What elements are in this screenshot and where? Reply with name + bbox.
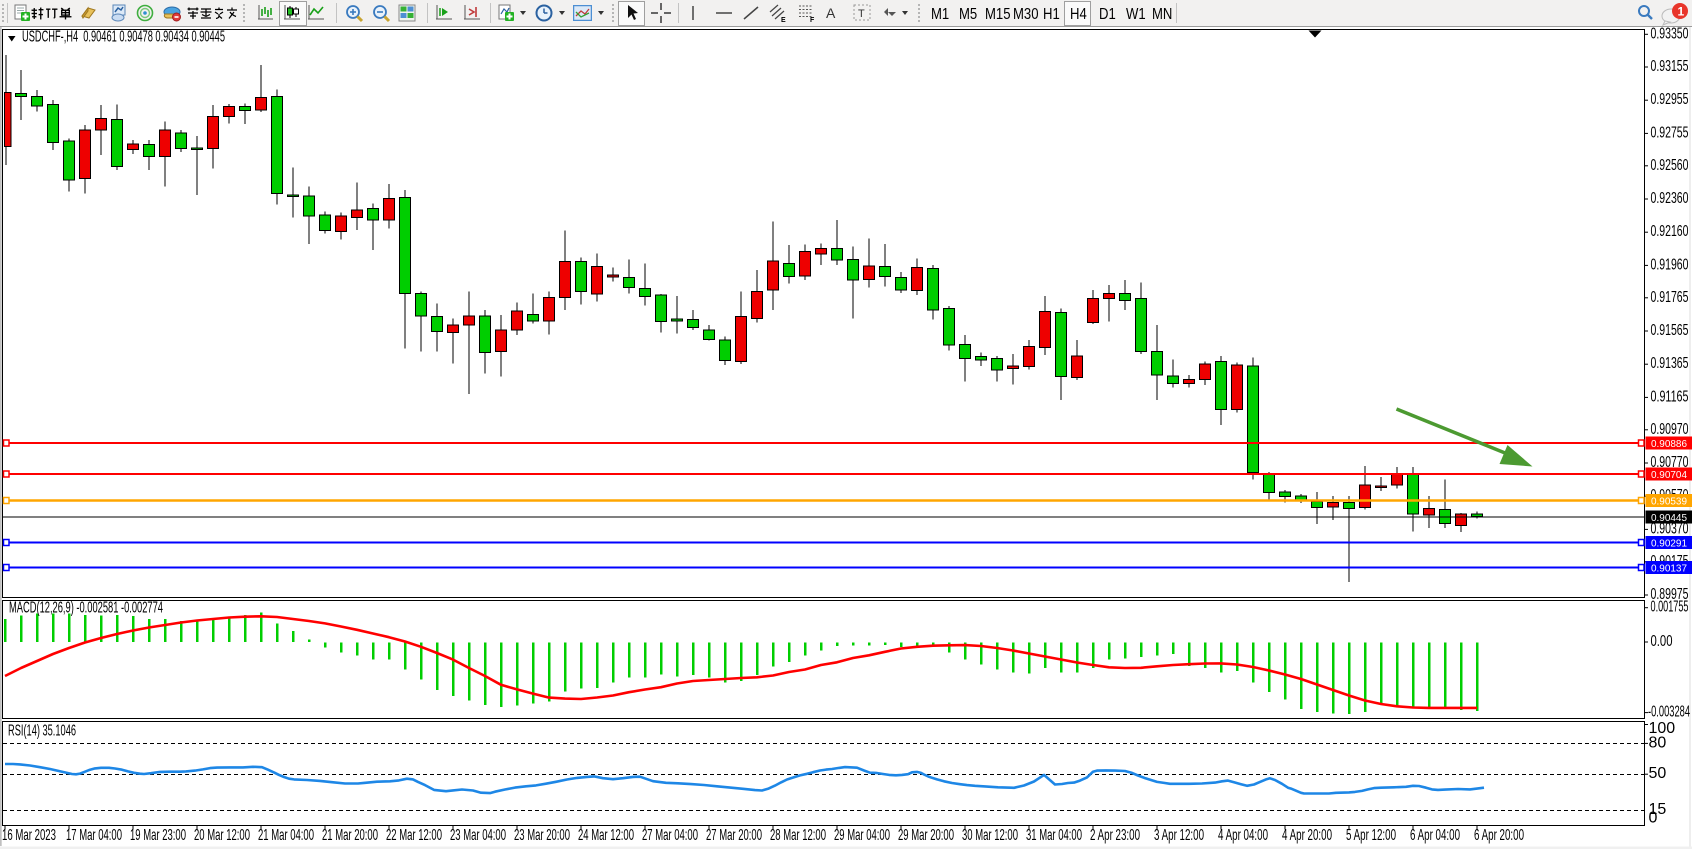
svg-text:1: 1 (1678, 5, 1685, 19)
svg-text:USDCHF-,H4 0.90461 0.90478 0.: USDCHF-,H4 0.90461 0.90478 0.90434 0.904… (22, 29, 225, 46)
svg-text:0.91765: 0.91765 (1651, 289, 1689, 306)
svg-text:F: F (810, 17, 815, 23)
svg-text:0.93350: 0.93350 (1651, 25, 1689, 42)
svg-text:0.92360: 0.92360 (1651, 190, 1689, 207)
svg-text:29 Mar 20:00: 29 Mar 20:00 (898, 827, 954, 844)
svg-text:5 Apr 12:00: 5 Apr 12:00 (1346, 827, 1396, 844)
svg-text:0.90445: 0.90445 (1651, 512, 1687, 524)
svg-text:-0.003284: -0.003284 (1648, 704, 1690, 721)
svg-text:0.90539: 0.90539 (1651, 496, 1687, 508)
svg-text:0.91565: 0.91565 (1651, 322, 1689, 339)
svg-text:4 Apr 20:00: 4 Apr 20:00 (1282, 827, 1332, 844)
svg-text:0.90291: 0.90291 (1651, 538, 1687, 550)
svg-text:3 Apr 12:00: 3 Apr 12:00 (1154, 827, 1204, 844)
svg-text:0.001755: 0.001755 (1651, 599, 1689, 616)
svg-text:19 Mar 23:00: 19 Mar 23:00 (130, 827, 186, 844)
svg-text:RSI(14) 35.1046: RSI(14) 35.1046 (8, 723, 76, 740)
svg-text:6 Apr 04:00: 6 Apr 04:00 (1410, 827, 1460, 844)
svg-text:0.92755: 0.92755 (1651, 124, 1689, 141)
svg-text:0.91365: 0.91365 (1651, 355, 1689, 372)
svg-text:0.93155: 0.93155 (1651, 58, 1689, 75)
svg-text:0.92560: 0.92560 (1651, 157, 1689, 174)
svg-text:0.92955: 0.92955 (1651, 91, 1689, 108)
svg-text:31 Mar 04:00: 31 Mar 04:00 (1026, 827, 1082, 844)
svg-text:E: E (781, 17, 786, 23)
svg-text:80: 80 (1649, 734, 1667, 751)
svg-text:6 Apr 20:00: 6 Apr 20:00 (1474, 827, 1524, 844)
svg-text:0.89975: 0.89975 (1651, 586, 1689, 603)
svg-text:16 Mar 2023: 16 Mar 2023 (2, 827, 56, 844)
svg-text:0.90137: 0.90137 (1651, 563, 1687, 575)
svg-text:0.91165: 0.91165 (1651, 388, 1689, 405)
svg-text:0: 0 (1649, 810, 1658, 827)
svg-text:28 Mar 12:00: 28 Mar 12:00 (770, 827, 826, 844)
svg-text:100: 100 (1649, 720, 1676, 737)
svg-text:20 Mar 12:00: 20 Mar 12:00 (194, 827, 250, 844)
svg-text:24 Mar 12:00: 24 Mar 12:00 (578, 827, 634, 844)
svg-text:0.90704: 0.90704 (1651, 469, 1687, 481)
svg-text:23 Mar 04:00: 23 Mar 04:00 (450, 827, 506, 844)
svg-text:MACD(12,26,9) -0.002581 -0.002: MACD(12,26,9) -0.002581 -0.002774 (9, 600, 163, 617)
svg-text:T: T (858, 8, 865, 20)
svg-text:0.90770: 0.90770 (1651, 454, 1689, 471)
svg-text:21 Mar 20:00: 21 Mar 20:00 (322, 827, 378, 844)
svg-text:0.92160: 0.92160 (1651, 223, 1689, 240)
svg-text:22 Mar 12:00: 22 Mar 12:00 (386, 827, 442, 844)
svg-text:2 Apr 23:00: 2 Apr 23:00 (1090, 827, 1140, 844)
svg-text:21 Mar 04:00: 21 Mar 04:00 (258, 827, 314, 844)
svg-text:0.90370: 0.90370 (1651, 520, 1689, 537)
svg-text:29 Mar 04:00: 29 Mar 04:00 (834, 827, 890, 844)
svg-text:30 Mar 12:00: 30 Mar 12:00 (962, 827, 1018, 844)
svg-text:0.90970: 0.90970 (1651, 421, 1689, 438)
svg-text:23 Mar 20:00: 23 Mar 20:00 (514, 827, 570, 844)
svg-text:17 Mar 04:00: 17 Mar 04:00 (66, 827, 122, 844)
svg-text:0.00: 0.00 (1651, 633, 1673, 650)
svg-text:15: 15 (1649, 801, 1667, 818)
svg-text:27 Mar 20:00: 27 Mar 20:00 (706, 827, 762, 844)
svg-text:0.90886: 0.90886 (1651, 438, 1687, 450)
svg-text:27 Mar 04:00: 27 Mar 04:00 (642, 827, 698, 844)
svg-text:4 Apr 04:00: 4 Apr 04:00 (1218, 827, 1268, 844)
svg-text:50: 50 (1649, 765, 1667, 782)
svg-text:0.91960: 0.91960 (1651, 256, 1689, 273)
